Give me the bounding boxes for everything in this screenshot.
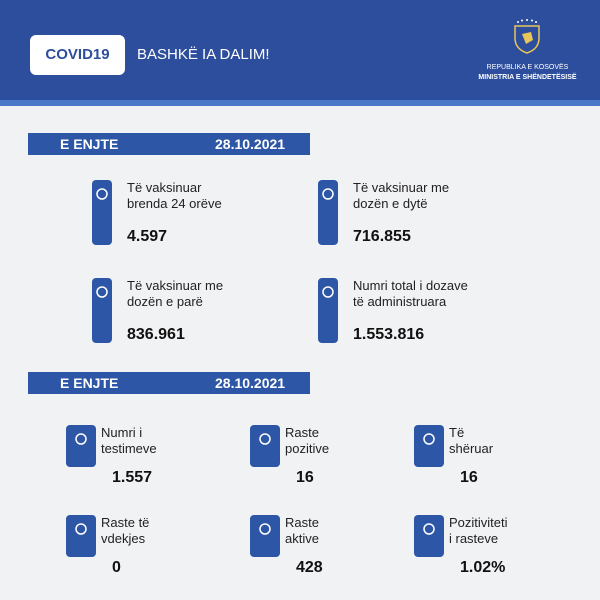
icon [92, 278, 112, 343]
stat-label: aktive [285, 531, 319, 546]
stat-value: 428 [296, 559, 323, 576]
stat-label: Numri total i dozave [353, 278, 468, 293]
stat-value: 1.557 [112, 469, 153, 486]
stat-label: Numri i [101, 425, 143, 440]
section-banner [28, 372, 310, 394]
icon [318, 278, 338, 343]
banner-day: E ENJTE [60, 136, 119, 152]
stat-label: dozën e parë [127, 294, 203, 309]
stat-label: testimeve [101, 441, 157, 456]
icon [414, 515, 444, 557]
stat-label: dozën e dytë [353, 196, 428, 211]
stat-label: Të [449, 425, 465, 440]
stat-label: shëruar [449, 441, 494, 456]
stat-value: 1.553.816 [353, 326, 425, 343]
icon [250, 425, 280, 467]
stat-label: pozitive [285, 441, 330, 456]
stat-value: 16 [460, 469, 478, 486]
banner-date: 28.10.2021 [215, 375, 286, 391]
logo: COVID19 [30, 35, 125, 75]
stat-label: Raste [285, 515, 319, 530]
emblem [514, 19, 540, 54]
stat-label: Raste të [101, 515, 150, 530]
icon [92, 180, 112, 245]
banner-date: 28.10.2021 [215, 136, 286, 152]
stat-value: 16 [296, 469, 314, 486]
stat-label: Raste [285, 425, 319, 440]
stat-label: të administruara [353, 294, 447, 309]
stat-value: 0 [112, 559, 121, 576]
stat-label: Të vaksinuar me [127, 278, 224, 293]
icon [250, 515, 280, 557]
stat-label: vdekjes [101, 531, 146, 546]
stat-label: Të vaksinuar [127, 180, 202, 195]
stat-label: i rasteve [449, 531, 499, 546]
stat-value: 4.597 [127, 228, 168, 245]
stat-label: Të vaksinuar me [353, 180, 450, 195]
icon [66, 425, 96, 467]
stat-value: 836.961 [127, 326, 185, 343]
section-banner [28, 133, 310, 155]
slogan: BASHKË IA DALIM! [137, 46, 270, 63]
stat-value: 1.02% [460, 559, 506, 576]
icon [66, 515, 96, 557]
stat-label: brenda 24 orëve [127, 196, 222, 211]
banner-day: E ENJTE [60, 375, 119, 391]
ministry-line: REPUBLIKA E KOSOVËS [486, 64, 569, 71]
stat-label: Pozitiviteti [449, 515, 508, 530]
icon [414, 425, 444, 467]
ministry-line: MINISTRIA E SHËNDETËSISË [478, 74, 577, 81]
icon [318, 180, 338, 245]
stat-value: 716.855 [353, 228, 411, 245]
